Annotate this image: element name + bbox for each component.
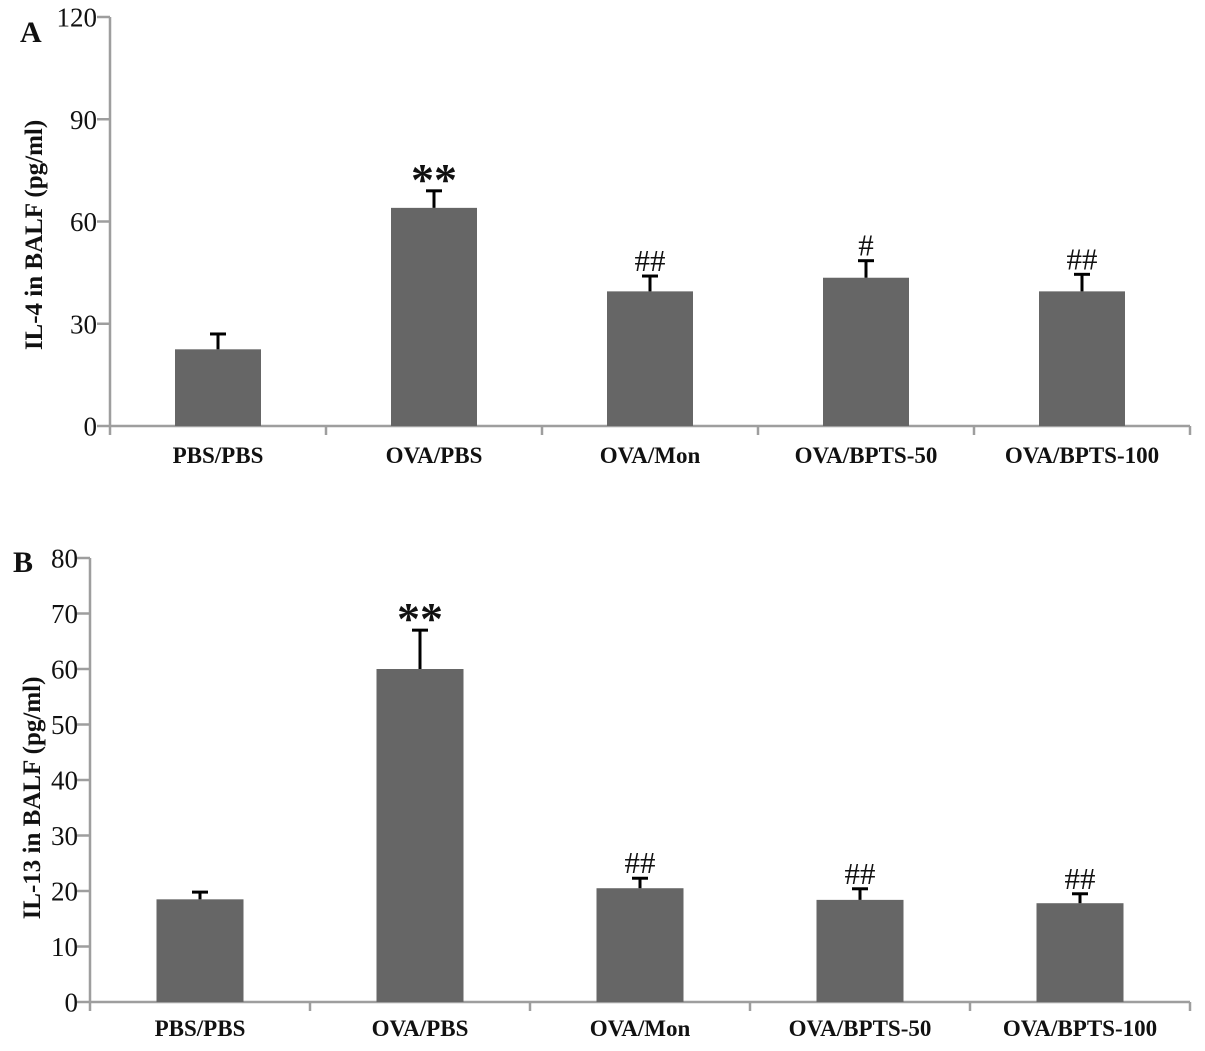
category-label-ova-bpts-100: OVA/BPTS-100 (1005, 443, 1159, 468)
y-tick-label: 50 (51, 710, 78, 740)
category-label-ova-bpts-50: OVA/BPTS-50 (789, 1016, 932, 1041)
significance-annotation: # (858, 228, 874, 263)
category-label-pbs-pbs: PBS/PBS (173, 443, 264, 468)
significance-annotation: ## (1067, 241, 1098, 276)
significance-annotation: ## (845, 856, 876, 891)
significance-annotation: ** (411, 154, 457, 205)
category-label-ova-bpts-100: OVA/BPTS-100 (1003, 1016, 1157, 1041)
panel-b: B IL-13 in BALF (pg/ml) 0 10 20 30 40 50 60 70 80 P… (0, 530, 1205, 1051)
y-tick-label: 90 (70, 105, 97, 135)
category-label-ova-pbs: OVA/PBS (386, 443, 483, 468)
bar-ova-mon (607, 291, 693, 426)
y-tick-label: 10 (51, 932, 78, 962)
panel-a: A IL-4 in BALF (pg/ml) 0 30 60 90 120 PBS/PBS **… (20, 3, 1192, 468)
bar-ova-bpts-100 (1039, 291, 1125, 426)
y-tick-label: 0 (84, 412, 98, 442)
category-label-ova-pbs: OVA/PBS (372, 1016, 469, 1041)
y-tick-label: 30 (51, 821, 78, 851)
significance-annotation: ## (635, 243, 666, 278)
panel-label-b: B (13, 546, 33, 579)
y-tick-label: 80 (51, 544, 78, 574)
panel-label-a: A (20, 16, 42, 49)
significance-annotation: ** (397, 593, 443, 644)
bar-pbs-pbs (175, 349, 261, 426)
category-label-ova-mon: OVA/Mon (590, 1016, 691, 1041)
bar-ova-bpts-50 (816, 899, 904, 1002)
bar-ova-bpts-100 (1036, 903, 1124, 1002)
y-tick-label: 60 (70, 207, 97, 237)
chart-a-svg: A IL-4 in BALF (pg/ml) 0 30 60 90 120 PBS/PBS **… (20, 3, 1192, 468)
significance-annotation: ## (625, 845, 656, 880)
bar-ova-mon (596, 888, 684, 1002)
y-tick-label: 20 (51, 877, 78, 907)
category-label-ova-mon: OVA/Mon (600, 443, 701, 468)
y-tick-label: 0 (65, 988, 79, 1018)
bar-ova-pbs (376, 669, 464, 1002)
y-tick-label: 60 (51, 655, 78, 685)
bar-pbs-pbs (156, 899, 244, 1002)
chart-b-svg: B IL-13 in BALF (pg/ml) 0 10 20 30 40 50 60 70 80 P… (13, 544, 1192, 1041)
bar-ova-bpts-50 (823, 277, 909, 426)
significance-annotation: ## (1065, 861, 1096, 896)
bar-ova-pbs (391, 207, 477, 426)
y-tick-label: 70 (51, 599, 78, 629)
y-tick-label: 40 (51, 766, 78, 796)
y-axis-title: IL-13 in BALF (pg/ml) (19, 677, 46, 920)
y-axis-title: IL-4 in BALF (pg/ml) (21, 120, 48, 350)
y-tick-label: 120 (57, 3, 98, 33)
y-tick-label: 30 (70, 309, 97, 339)
category-label-ova-bpts-50: OVA/BPTS-50 (795, 443, 938, 468)
category-label-pbs-pbs: PBS/PBS (155, 1016, 246, 1041)
